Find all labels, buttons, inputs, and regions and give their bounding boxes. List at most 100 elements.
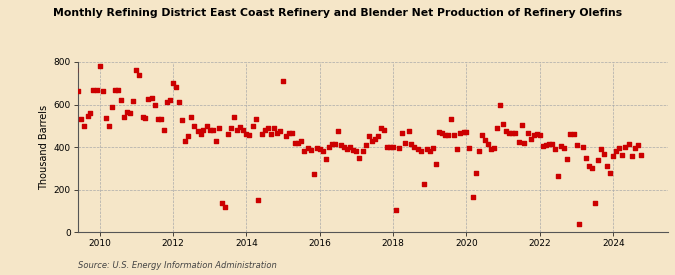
Point	[369, 136, 380, 141]
Point	[433, 130, 444, 134]
Point	[107, 104, 117, 109]
Point	[335, 143, 346, 147]
Point	[137, 115, 148, 119]
Point	[486, 147, 497, 152]
Point	[605, 170, 616, 175]
Point	[88, 87, 99, 92]
Point	[177, 118, 188, 123]
Point	[259, 128, 270, 132]
Point	[373, 134, 383, 139]
Point	[351, 149, 362, 153]
Point	[632, 143, 643, 147]
Point	[287, 131, 298, 136]
Point	[599, 151, 610, 156]
Point	[321, 157, 331, 161]
Point	[339, 145, 350, 149]
Point	[146, 96, 157, 100]
Point	[195, 132, 206, 136]
Point	[140, 116, 151, 120]
Point	[125, 111, 136, 115]
Point	[165, 98, 176, 102]
Point	[455, 131, 466, 136]
Point	[574, 222, 585, 226]
Point	[244, 133, 254, 138]
Point	[360, 143, 371, 147]
Point	[495, 102, 506, 107]
Point	[568, 132, 579, 136]
Point	[522, 131, 533, 136]
Point	[406, 142, 417, 146]
Point	[513, 140, 524, 144]
Point	[113, 87, 124, 92]
Point	[345, 145, 356, 149]
Point	[543, 142, 554, 146]
Point	[483, 142, 493, 146]
Point	[265, 132, 276, 136]
Point	[587, 166, 597, 170]
Point	[635, 152, 646, 157]
Point	[299, 149, 310, 153]
Point	[134, 72, 144, 77]
Point	[143, 97, 154, 101]
Point	[479, 138, 490, 142]
Point	[593, 158, 603, 162]
Point	[161, 100, 172, 104]
Point	[473, 149, 484, 153]
Point	[553, 174, 564, 178]
Point	[201, 124, 212, 128]
Point	[308, 172, 319, 176]
Point	[269, 126, 279, 130]
Point	[225, 126, 236, 130]
Point	[131, 68, 142, 73]
Point	[275, 129, 286, 133]
Point	[464, 146, 475, 150]
Point	[577, 145, 588, 149]
Point	[367, 139, 377, 143]
Point	[507, 131, 518, 136]
Point	[238, 128, 249, 132]
Point	[427, 146, 438, 150]
Point	[82, 114, 93, 119]
Point	[381, 145, 392, 149]
Point	[400, 141, 410, 145]
Point	[489, 146, 500, 150]
Point	[556, 144, 566, 148]
Point	[76, 117, 86, 122]
Point	[167, 81, 178, 85]
Point	[501, 129, 512, 133]
Point	[580, 156, 591, 160]
Point	[617, 152, 628, 157]
Point	[253, 198, 264, 203]
Point	[531, 132, 542, 136]
Point	[333, 129, 344, 133]
Point	[323, 145, 334, 149]
Point	[559, 146, 570, 150]
Point	[491, 126, 502, 130]
Point	[354, 156, 364, 160]
Point	[155, 117, 166, 122]
Point	[271, 131, 282, 136]
Point	[149, 102, 160, 107]
Point	[70, 68, 80, 73]
Point	[529, 133, 539, 138]
Point	[449, 133, 460, 138]
Point	[174, 100, 185, 104]
Point	[302, 146, 313, 150]
Point	[583, 164, 594, 169]
Point	[229, 115, 240, 119]
Point	[327, 142, 338, 146]
Point	[205, 128, 215, 132]
Point	[537, 144, 548, 148]
Point	[412, 147, 423, 152]
Point	[626, 153, 637, 158]
Point	[101, 116, 111, 120]
Point	[159, 128, 169, 132]
Point	[223, 132, 234, 136]
Point	[73, 89, 84, 93]
Point	[311, 146, 322, 150]
Point	[281, 134, 292, 139]
Point	[189, 124, 200, 128]
Point	[385, 145, 396, 149]
Point	[608, 153, 618, 158]
Point	[171, 85, 182, 90]
